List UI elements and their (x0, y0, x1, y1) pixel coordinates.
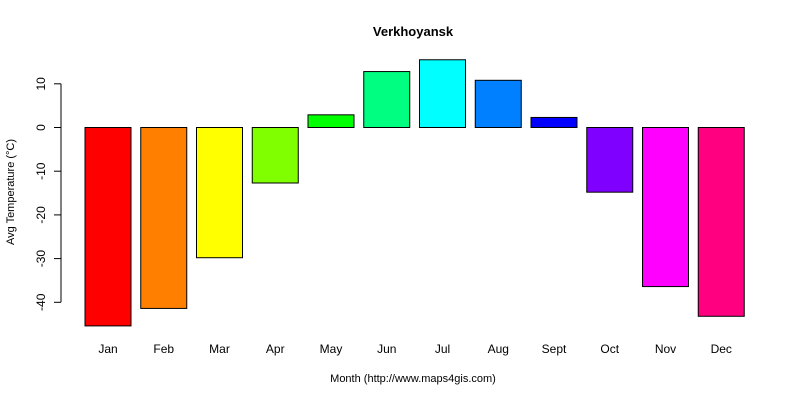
bar-feb (140, 127, 188, 309)
x-tick-label-jan: Jan (98, 342, 117, 356)
y-tick-label: -40 (34, 293, 48, 311)
y-tick-label: -10 (34, 162, 48, 180)
bar-jun (363, 71, 411, 129)
bar-jul (419, 59, 466, 128)
y-tick-label: -30 (34, 250, 48, 268)
chart-title: Verkhoyansk (373, 24, 454, 39)
bar-sept (530, 116, 578, 128)
bar-mar (196, 127, 243, 259)
x-tick-label-oct: Oct (600, 342, 619, 356)
bar-nov (642, 127, 689, 288)
bar-aug (474, 79, 522, 128)
x-tick-label-may: May (320, 342, 343, 356)
bar-jan (84, 127, 132, 327)
x-tick-label-dec: Dec (711, 342, 732, 356)
bar-dec (697, 127, 745, 317)
bar-oct (586, 127, 634, 193)
y-axis: 10 0 -10 -20 -30 -40 (34, 77, 62, 311)
x-tick-label-apr: Apr (266, 342, 285, 356)
x-tick-label-jun: Jun (377, 342, 396, 356)
y-tick-label: 10 (34, 77, 48, 91)
x-tick-label-nov: Nov (655, 342, 676, 356)
x-tick-label-jul: Jul (435, 342, 450, 356)
bar-may (307, 114, 355, 129)
x-tick-label-sept: Sept (542, 342, 567, 356)
y-tick-label: 0 (34, 124, 48, 131)
x-tick-label-aug: Aug (488, 342, 509, 356)
x-tick-label-feb: Feb (153, 342, 174, 356)
bars (84, 59, 745, 327)
x-tick-label-mar: Mar (209, 342, 230, 356)
y-axis-label: Avg Temperature (°C) (5, 139, 17, 245)
y-tick-label: -20 (34, 206, 48, 224)
x-axis-labels: Jan Feb Mar Apr May Jun Jul Aug Sept Oct Nov Dec (98, 342, 732, 356)
bar-apr (251, 127, 299, 184)
x-axis-label: Month (http://www.maps4gis.com) (330, 373, 496, 385)
